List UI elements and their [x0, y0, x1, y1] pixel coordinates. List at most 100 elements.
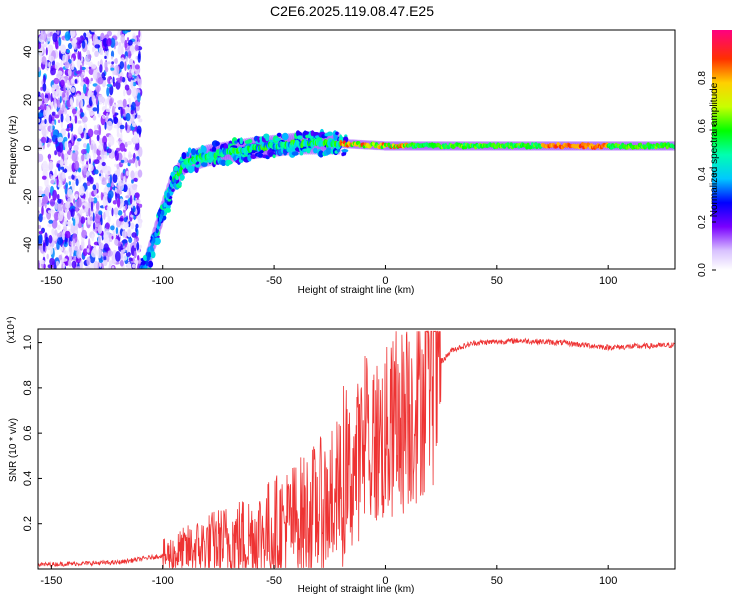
- noise-speckle: [91, 63, 97, 69]
- noise-speckle: [120, 33, 125, 44]
- noise-speckle: [111, 61, 114, 65]
- noise-speckle: [104, 34, 110, 39]
- ridge-blob: [227, 159, 232, 165]
- ridge-core: [150, 244, 154, 251]
- noise-speckle: [86, 152, 90, 162]
- noise-speckle: [82, 83, 87, 94]
- noise-speckle: [55, 137, 58, 145]
- noise-speckle: [111, 266, 115, 269]
- noise-speckle: [62, 54, 66, 64]
- noise-speckle: [38, 234, 43, 245]
- spectrogram-panel: -150 -100 -50 0 50 100 -40 -20 0 20 40 Height of …: [8, 29, 676, 296]
- noise-speckle: [72, 238, 76, 247]
- noise-speckle: [92, 184, 97, 191]
- noise-speckle: [131, 232, 137, 238]
- snr-y-tick-label: 1.0: [22, 335, 34, 350]
- spectrogram-y-axis-label: Frequency (Hz): [8, 116, 19, 185]
- noise-speckle: [54, 229, 58, 236]
- noise-speckle: [38, 153, 44, 163]
- noise-speckle: [56, 224, 61, 230]
- noise-speckle: [48, 234, 53, 244]
- noise-speckle: [93, 159, 100, 165]
- noise-speckle: [117, 120, 120, 129]
- noise-speckle: [65, 128, 71, 132]
- noise-speckle: [73, 144, 79, 152]
- noise-speckle: [135, 158, 138, 168]
- noise-speckle: [55, 89, 61, 98]
- noise-speckle: [119, 76, 123, 81]
- noise-speckle: [127, 72, 133, 79]
- noise-speckle: [108, 238, 113, 243]
- noise-speckle: [124, 39, 128, 49]
- noise-speckle: [101, 181, 107, 185]
- ridge-blob: [173, 165, 179, 172]
- noise-speckle: [117, 100, 123, 104]
- noise-speckle: [114, 187, 117, 193]
- snr-plot-area: [38, 329, 675, 569]
- noise-speckle: [98, 210, 103, 215]
- noise-speckle: [54, 61, 60, 70]
- noise-speckle: [77, 126, 84, 134]
- noise-speckle: [128, 154, 134, 158]
- noise-speckle: [130, 170, 135, 180]
- snr-y-tick-label: 0.6: [22, 426, 34, 441]
- noise-speckle: [53, 77, 60, 85]
- noise-speckle: [55, 260, 60, 267]
- noise-speckle: [129, 58, 134, 66]
- noise-speckle: [38, 195, 41, 203]
- noise-speckle: [54, 114, 60, 119]
- noise-speckle: [122, 108, 125, 115]
- noise-speckle: [114, 163, 118, 167]
- noise-speckle: [89, 191, 92, 203]
- noise-speckle: [102, 197, 106, 209]
- noise-speckle: [48, 138, 52, 143]
- noise-speckle: [63, 136, 68, 142]
- spectrogram-y-tick-label: 20: [22, 94, 34, 106]
- noise-speckle: [41, 122, 48, 127]
- noise-speckle: [84, 129, 87, 141]
- noise-speckle: [119, 260, 124, 267]
- noise-speckle: [71, 260, 77, 269]
- noise-speckle: [38, 42, 42, 49]
- noise-speckle: [49, 246, 54, 255]
- noise-speckle: [75, 257, 82, 264]
- noise-speckle: [131, 68, 135, 76]
- noise-speckle: [130, 109, 134, 115]
- noise-speckle: [120, 106, 124, 117]
- noise-speckle: [90, 143, 94, 151]
- ridge-blob: [143, 273, 149, 277]
- noise-speckle: [48, 219, 54, 224]
- noise-speckle: [72, 218, 76, 226]
- noise-speckle: [105, 222, 110, 230]
- noise-speckle: [102, 252, 108, 257]
- ridge-blob: [171, 188, 175, 192]
- noise-speckle: [114, 66, 117, 76]
- noise-speckle: [116, 166, 121, 178]
- noise-speckle: [132, 137, 136, 145]
- noise-speckle: [56, 30, 60, 36]
- noise-speckle: [68, 181, 72, 186]
- noise-speckle: [120, 172, 124, 182]
- noise-speckle: [92, 115, 97, 121]
- snr-y-axis-label: SNR (10 * v/v): [8, 418, 19, 482]
- ridge-blob: [181, 152, 187, 160]
- noise-speckle: [109, 98, 113, 107]
- noise-speckle: [78, 111, 81, 115]
- snr-y-ticks: 0.2 0.4 0.6 0.8 1.0: [22, 335, 42, 531]
- noise-speckle: [80, 216, 86, 224]
- noise-speckle: [44, 186, 50, 197]
- ridge-blob: [333, 133, 338, 141]
- noise-speckle: [121, 239, 128, 244]
- noise-speckle: [77, 168, 82, 173]
- noise-speckle: [71, 152, 78, 163]
- ridge-blob: [201, 162, 208, 167]
- noise-speckle: [81, 229, 87, 239]
- noise-speckle: [70, 64, 75, 71]
- noise-speckle: [82, 205, 85, 209]
- noise-speckle: [81, 60, 85, 67]
- noise-speckle: [62, 171, 66, 179]
- noise-speckle: [58, 36, 62, 47]
- noise-speckle: [80, 208, 84, 213]
- noise-speckle: [88, 158, 91, 165]
